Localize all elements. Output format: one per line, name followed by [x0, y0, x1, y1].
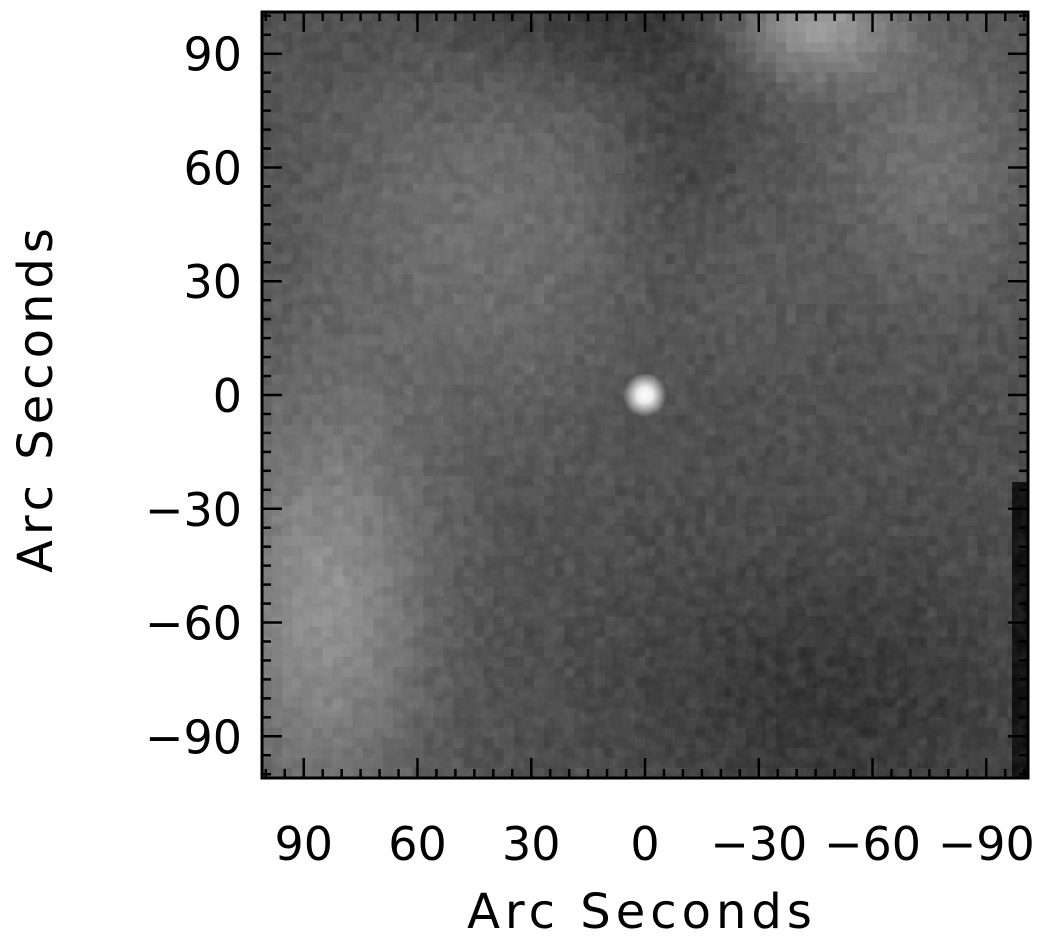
sky-image-plot: 9060300−30−60−90 90 60 30 0 −30 −60 −90 Arc Se… [8, 10, 1035, 940]
